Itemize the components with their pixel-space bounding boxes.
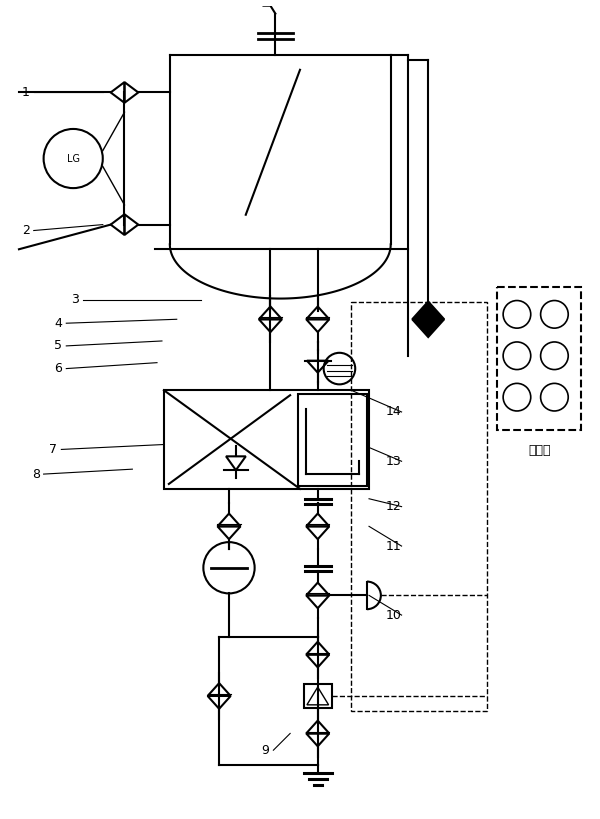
Text: 9: 9 [262,744,269,757]
Text: 12: 12 [386,500,401,514]
Text: 1: 1 [22,86,30,99]
Bar [351,301,487,711]
Text: 11: 11 [386,540,401,553]
Bar [497,287,581,430]
Text: 4: 4 [55,317,62,330]
Text: 10: 10 [386,609,401,622]
Text: 控制柜: 控制柜 [528,444,550,456]
Text: 3: 3 [71,293,79,306]
Text: 6: 6 [55,362,62,375]
Text: 5: 5 [55,339,62,352]
Polygon shape [412,301,444,319]
Polygon shape [412,319,444,337]
Text: 2: 2 [22,224,30,237]
Text: 7: 7 [49,443,58,456]
Text: 14: 14 [386,405,401,419]
Bar [304,684,332,708]
Bar [164,391,369,489]
Text: 13: 13 [386,455,401,468]
Bar [298,394,367,486]
Text: 8: 8 [32,468,40,481]
Text: LG: LG [67,153,80,164]
